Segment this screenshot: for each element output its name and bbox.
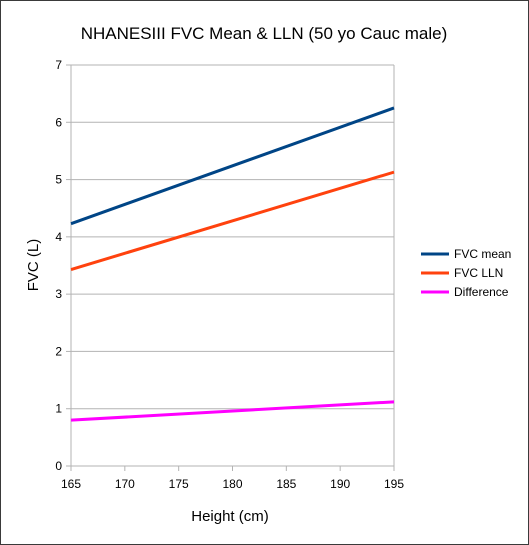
x-tick-label: 170 — [115, 477, 135, 491]
series-line-fvc-lln — [70, 170, 395, 271]
chart-title: NHANESIII FVC Mean & LLN (50 yo Cauc mal… — [81, 24, 448, 43]
y-tick-label: 0 — [55, 459, 62, 473]
grid-lines — [71, 64, 394, 467]
x-axis-title: Height (cm) — [191, 508, 269, 525]
legend-label: Difference — [454, 285, 509, 299]
y-tick-label: 1 — [55, 402, 62, 416]
axes — [66, 64, 395, 471]
x-tick-labels: 165 170 175 180 185 190 195 — [61, 477, 404, 491]
x-tick-label: 195 — [384, 477, 404, 491]
x-tick-label: 175 — [169, 477, 189, 491]
legend: FVC mean FVC LLN Difference — [421, 247, 511, 299]
x-tick-label: 165 — [61, 477, 81, 491]
series-line-difference — [70, 400, 395, 422]
y-tick-label: 4 — [55, 230, 62, 244]
y-tick-label: 7 — [55, 58, 62, 72]
y-axis-title: FVC (L) — [25, 239, 42, 292]
x-tick-label: 185 — [276, 477, 296, 491]
x-tick-label: 190 — [330, 477, 350, 491]
series-line-fvc-mean — [70, 106, 395, 226]
legend-label: FVC mean — [454, 247, 511, 261]
legend-label: FVC LLN — [454, 266, 503, 280]
y-tick-label: 6 — [55, 115, 62, 129]
y-tick-label: 2 — [55, 344, 62, 358]
data-series — [70, 106, 395, 422]
y-tick-labels: 0 1 2 3 4 5 6 7 — [55, 58, 62, 473]
x-tick-label: 180 — [222, 477, 242, 491]
y-tick-label: 3 — [55, 287, 62, 301]
y-tick-label: 5 — [55, 173, 62, 187]
